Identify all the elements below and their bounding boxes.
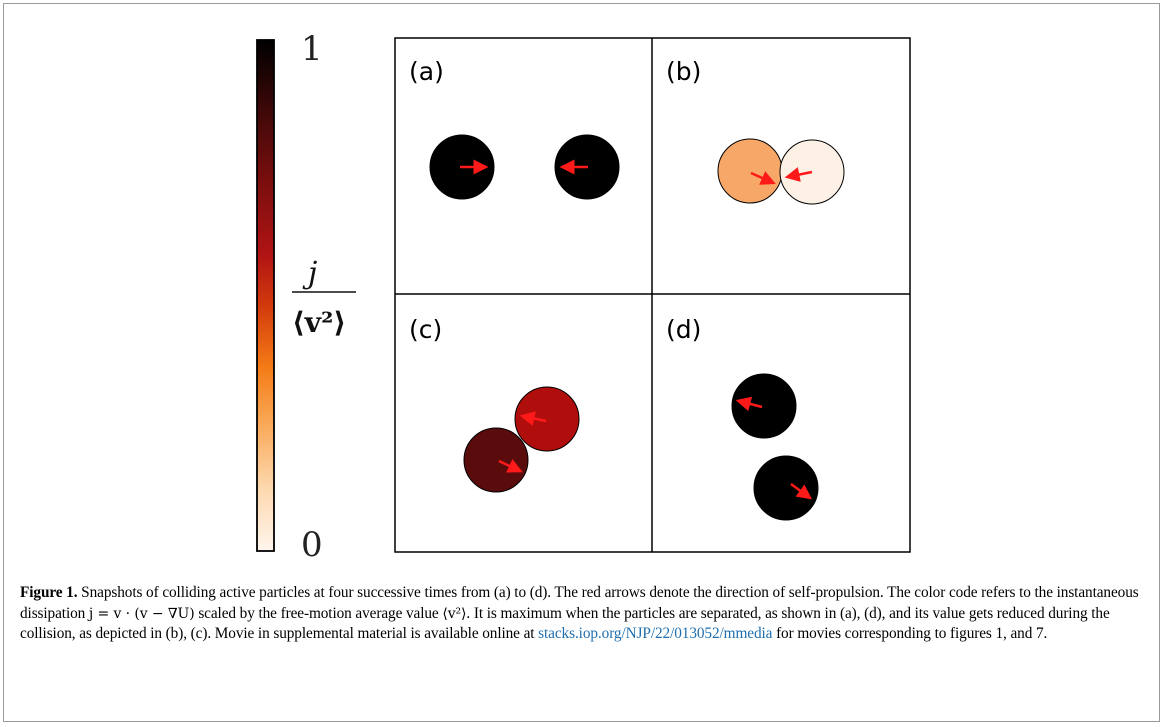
caption-formula-average: ⟨v²⟩	[442, 605, 467, 622]
colorbar-max-label: 1	[301, 29, 323, 69]
caption-formula-dissipation: j = v · (v − ∇U)	[88, 605, 195, 622]
panel-b-label: (b)	[666, 57, 701, 86]
caption-text-2: scaled by the free-motion average value	[194, 604, 443, 622]
panel-b-arrow-1	[750, 171, 776, 185]
panel-c-particle-1	[514, 386, 580, 452]
caption-label: Figure 1.	[20, 584, 78, 601]
panel-c-particle-2	[463, 427, 529, 493]
panel-c-arrow-1	[519, 411, 547, 426]
caption-text-3: . It is maximum when the particles are s…	[20, 604, 1110, 643]
colorbar-label-denominator: ⟨v²⟩	[292, 306, 346, 339]
panel-d-label: (d)	[666, 315, 701, 344]
colorbar-min-label: 0	[301, 525, 323, 565]
panel-a-label: (a)	[409, 57, 444, 86]
panel-d-arrow-2	[790, 482, 813, 500]
colorbar	[256, 39, 275, 552]
panel-c-label: (c)	[409, 315, 442, 344]
panel-c-arrow-2	[498, 459, 523, 473]
figure-caption: Figure 1. Snapshots of colliding active …	[20, 583, 1145, 645]
panel-b-arrow-2	[784, 167, 813, 182]
caption-text-4: for movies corresponding to figures 1, a…	[772, 625, 1048, 642]
panel-d-arrow-1	[735, 396, 763, 412]
panel-d-particle-1	[731, 373, 797, 439]
caption-text-1: Snapshots of colliding active particles …	[20, 584, 1139, 622]
figure-graphic: 1 0 j ⟨v²⟩ (a) (b) (c) (d)	[256, 29, 911, 565]
panel-b-particle-1	[717, 138, 783, 204]
panel-d-particle-2	[753, 455, 819, 521]
caption-mmedia-link[interactable]: stacks.iop.org/NJP/22/013052/mmedia	[538, 625, 773, 642]
colorbar-label-numerator: j	[302, 256, 317, 291]
